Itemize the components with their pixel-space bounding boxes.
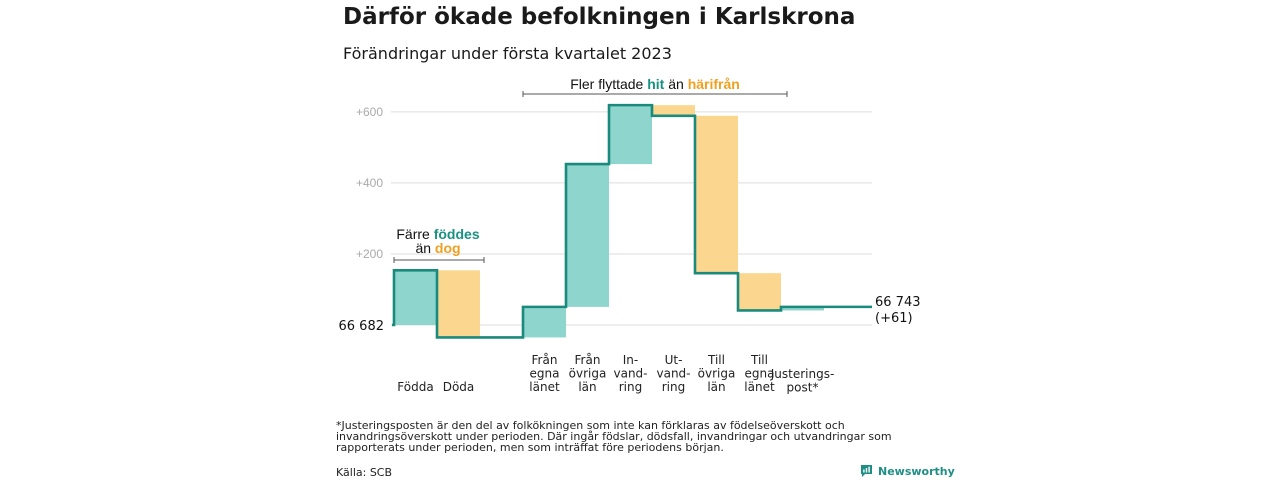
bar-5 [609, 105, 652, 165]
category-label-line: övriga [569, 367, 607, 381]
y-tick-label: +200 [356, 247, 383, 261]
bar-9 [781, 306, 824, 311]
category-label: In-vand-ring [613, 353, 647, 394]
newsworthy-logo-icon [861, 465, 872, 477]
annotation-births-part: Färre [396, 226, 433, 242]
annotation-deaths-part: dog [435, 240, 461, 256]
category-label-line: Till [750, 353, 768, 367]
bar-2 [437, 270, 480, 338]
annotation-migration-part: Fler flyttade [570, 76, 647, 92]
category-label: Födda [397, 380, 433, 394]
category-label: Justerings-post* [770, 367, 835, 395]
source-label: Källa: SCB [336, 466, 393, 479]
annotation-deaths-part: än [415, 240, 434, 256]
start-value-label: 66 682 [339, 319, 385, 334]
category-label-line: övriga [698, 367, 736, 381]
category-label-line: In- [623, 353, 638, 367]
chart-subtitle: Förändringar under första kvartalet 2023 [343, 44, 672, 63]
annotation-migration-part: än [664, 76, 687, 92]
annotation-deaths: än dog [415, 240, 460, 256]
category-label-line: länet [529, 380, 560, 394]
bar-8 [738, 273, 781, 311]
category-label-line: län [707, 380, 725, 394]
category-label-line: vand- [613, 367, 647, 381]
category-label-line: länet [744, 380, 775, 394]
category-label-line: Ut- [665, 353, 683, 367]
logo-text: Newsworthy [878, 464, 955, 478]
category-label-line: Till [707, 353, 725, 367]
category-label-line: egna [530, 367, 560, 381]
category-label-line: Justerings- [770, 367, 835, 381]
annotation-births: Färre föddes [396, 226, 479, 242]
category-label: Från egna länet [529, 353, 560, 394]
annotation-births-part: föddes [434, 226, 480, 242]
category-label-line: egna [745, 367, 775, 381]
bar-1 [394, 270, 437, 325]
bar-4 [566, 164, 609, 307]
category-label-line: Döda [443, 380, 475, 394]
category-label-line: Från [575, 353, 601, 367]
end-value-label: 66 743 [875, 295, 921, 310]
annotation-migration-part: härifrån [688, 76, 740, 92]
y-tick-label: +400 [356, 176, 383, 190]
category-label-line: Födda [397, 380, 433, 394]
category-label: Från övriga län [569, 353, 607, 394]
waterfall-line [392, 103, 872, 339]
category-label: Till egna länet [744, 353, 775, 394]
newsworthy-logo: Newsworthy [860, 464, 955, 478]
annotation-migration-part: hit [647, 76, 664, 92]
category-label-line: Från [532, 353, 558, 367]
chart-title: Därför ökade befolkningen i Karlskrona [343, 4, 856, 30]
bar-6 [652, 105, 695, 116]
footnote: *Justeringsposten är den del av folkökni… [336, 419, 892, 454]
bar-3 [523, 306, 566, 338]
end-change-label: (+61) [875, 311, 913, 326]
annotation-migration: Fler flyttade hit än härifrån [570, 76, 740, 92]
category-label-line: post* [787, 381, 819, 395]
category-label-line: ring [619, 380, 643, 394]
category-label-line: län [578, 380, 596, 394]
category-label-line: vand- [656, 367, 690, 381]
category-label-line: ring [662, 380, 686, 394]
category-label: Ut-vand-ring [656, 353, 690, 394]
y-tick-label: +600 [356, 105, 383, 119]
category-label: Till övriga län [698, 353, 736, 394]
bar-7 [695, 115, 738, 274]
category-label: Döda [443, 380, 475, 394]
